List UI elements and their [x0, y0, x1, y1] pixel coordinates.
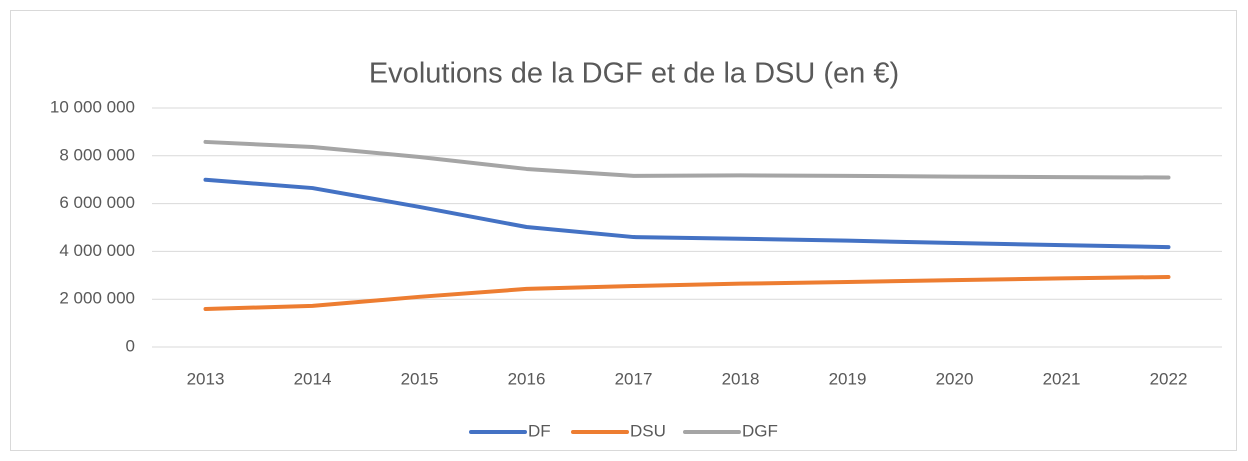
y-tick-label: 4 000 000 — [59, 241, 135, 260]
x-tick-label: 2013 — [187, 369, 225, 388]
x-tick-label: 2020 — [936, 369, 974, 388]
series-line — [203, 177, 1171, 250]
y-tick-label: 2 000 000 — [59, 289, 135, 308]
y-tick-label: 10 000 000 — [50, 97, 135, 116]
x-tick-label: 2015 — [401, 369, 439, 388]
x-tick-label: 2021 — [1043, 369, 1081, 388]
legend-label: DF — [528, 421, 551, 440]
y-tick-label: 0 — [126, 336, 135, 355]
chart-title: Evolutions de la DGF et de la DSU (en €) — [369, 58, 899, 90]
series-line — [203, 274, 1171, 311]
legend-label: DSU — [630, 421, 666, 440]
x-tick-label: 2019 — [829, 369, 867, 388]
x-tick-label: 2016 — [508, 369, 546, 388]
legend-label: DGF — [742, 421, 778, 440]
chart-frame — [10, 10, 1237, 451]
x-tick-label: 2018 — [722, 369, 760, 388]
y-tick-label: 8 000 000 — [59, 145, 135, 164]
x-tick-label: 2017 — [615, 369, 653, 388]
x-tick-label: 2022 — [1150, 369, 1188, 388]
x-tick-label: 2014 — [294, 369, 332, 388]
y-tick-label: 6 000 000 — [59, 193, 135, 212]
series-line — [203, 139, 1171, 180]
